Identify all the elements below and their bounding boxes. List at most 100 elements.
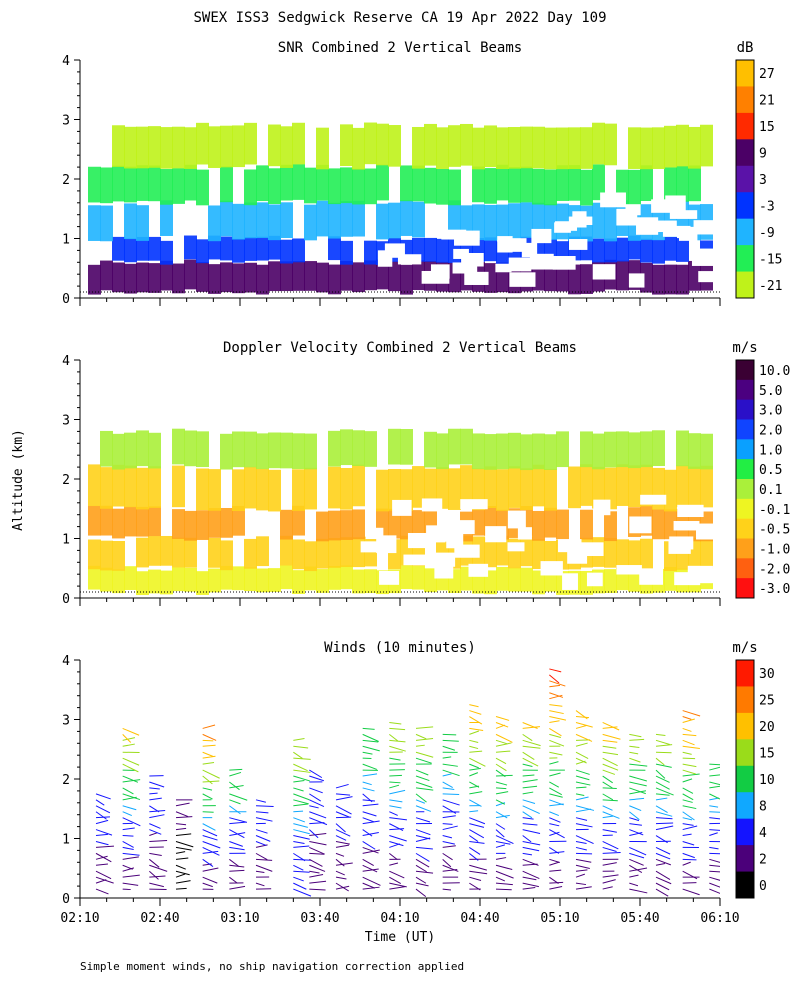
- wind-profile: [469, 704, 488, 891]
- wind-barb: [549, 684, 561, 688]
- heatmap-cell: [160, 200, 173, 236]
- wind-barb: [469, 791, 483, 795]
- wind-barb: [682, 823, 694, 826]
- heatmap-cell: [100, 540, 113, 571]
- wind-barb: [709, 781, 720, 786]
- wind-barb: [682, 870, 698, 880]
- missing-data-gap: [460, 499, 488, 510]
- wind-barb: [495, 835, 514, 845]
- colorbar-swatch: [736, 112, 754, 140]
- wind-barb: [149, 852, 162, 857]
- missing-data-gap: [392, 499, 412, 516]
- heatmap-cell: [688, 466, 701, 509]
- heatmap-cell: [364, 168, 377, 205]
- wind-barb: [362, 868, 379, 872]
- heatmap-cell: [628, 432, 641, 469]
- wind-barb: [709, 870, 720, 873]
- panel-3: Winds (10 minutes) m/s 0 1 2 3 4 02:10 02:40 03:1…: [60, 640, 774, 926]
- wind-barb: [229, 781, 240, 791]
- colorbar-label: -2.0: [759, 562, 790, 577]
- wind-barb: [442, 823, 453, 825]
- y-tick-label: 3: [62, 114, 70, 129]
- wind-barb: [522, 726, 541, 729]
- wind-barb: [175, 816, 193, 819]
- colorbar-label: -3.0: [759, 582, 790, 597]
- wind-barb: [655, 769, 666, 779]
- heatmap-cell: [496, 535, 509, 566]
- heatmap-cell: [196, 571, 209, 595]
- heatmap-cell: [640, 238, 653, 263]
- heatmap-cell: [580, 431, 593, 468]
- wind-barb: [149, 823, 161, 829]
- wind-barb: [95, 833, 108, 837]
- heatmap-cell: [280, 202, 293, 238]
- wind-barb: [293, 876, 304, 882]
- wind-barb: [202, 850, 219, 854]
- wind-barb: [362, 733, 379, 742]
- heatmap-cell: [604, 467, 617, 510]
- wind-barb: [549, 811, 559, 817]
- missing-data-gap: [568, 239, 588, 250]
- wind-barb: [442, 845, 456, 848]
- heatmap-cell: [112, 236, 125, 261]
- wind-barb: [389, 870, 405, 879]
- wind-barb: [709, 876, 720, 881]
- heatmap-cell: [676, 124, 689, 167]
- wind-barb: [293, 803, 309, 807]
- figure-title: SWEX ISS3 Sedgwick Reserve CA 19 Apr 202…: [193, 10, 606, 26]
- heatmap-cell: [256, 568, 269, 593]
- wind-profile: [229, 768, 248, 890]
- heatmap-cell: [244, 431, 257, 468]
- heatmap-cell: [220, 200, 233, 237]
- wind-barb: [389, 727, 406, 731]
- wind-barb: [495, 791, 509, 795]
- wind-barb: [602, 793, 614, 801]
- wind-barb: [522, 745, 541, 749]
- wind-barb: [655, 733, 666, 736]
- heatmap-cell: [580, 127, 593, 169]
- wind-barb: [469, 882, 481, 891]
- wind-barb: [415, 864, 427, 873]
- wind-barb: [415, 787, 434, 791]
- wind-barb: [309, 787, 323, 794]
- heatmap-cell: [448, 200, 461, 237]
- wind-barb: [415, 781, 433, 788]
- heatmap-cell: [352, 509, 365, 540]
- wind-barb: [175, 840, 194, 848]
- heatmap-cell: [400, 429, 413, 465]
- heatmap-cell: [268, 204, 281, 241]
- heatmap-cell: [328, 168, 341, 205]
- wind-barb: [255, 870, 265, 873]
- wind-barb: [122, 864, 133, 870]
- wind-barb: [175, 811, 189, 818]
- heatmap-cell: [676, 430, 689, 467]
- wind-barb: [415, 769, 429, 776]
- wind-barb: [682, 733, 697, 737]
- wind-barb: [149, 864, 168, 872]
- wind-barb: [575, 769, 590, 775]
- heatmap-cell: [328, 236, 341, 261]
- heatmap-cell: [292, 539, 305, 570]
- wind-barb: [389, 721, 402, 725]
- wind-barb: [229, 793, 248, 801]
- heatmap-cell: [556, 509, 569, 540]
- heatmap-cell: [496, 566, 509, 591]
- wind-barb: [362, 751, 373, 755]
- heatmap-cell: [136, 537, 149, 568]
- heatmap-cell: [388, 428, 401, 465]
- wind-barb: [122, 882, 139, 886]
- heatmap-cell: [652, 264, 665, 295]
- wind-profile: [575, 710, 595, 890]
- wind-barb: [335, 811, 350, 818]
- wind-barb: [202, 733, 217, 741]
- wind-barb: [442, 793, 460, 796]
- wind-barb: [629, 738, 645, 741]
- wind-barb: [122, 852, 140, 856]
- wind-barb: [682, 727, 692, 732]
- missing-data-gap: [592, 264, 616, 280]
- heatmap-cell: [196, 239, 209, 264]
- heatmap-cell: [88, 539, 101, 570]
- wind-barb: [709, 817, 720, 820]
- heatmap-cell: [304, 261, 317, 291]
- wind-barb: [389, 840, 404, 847]
